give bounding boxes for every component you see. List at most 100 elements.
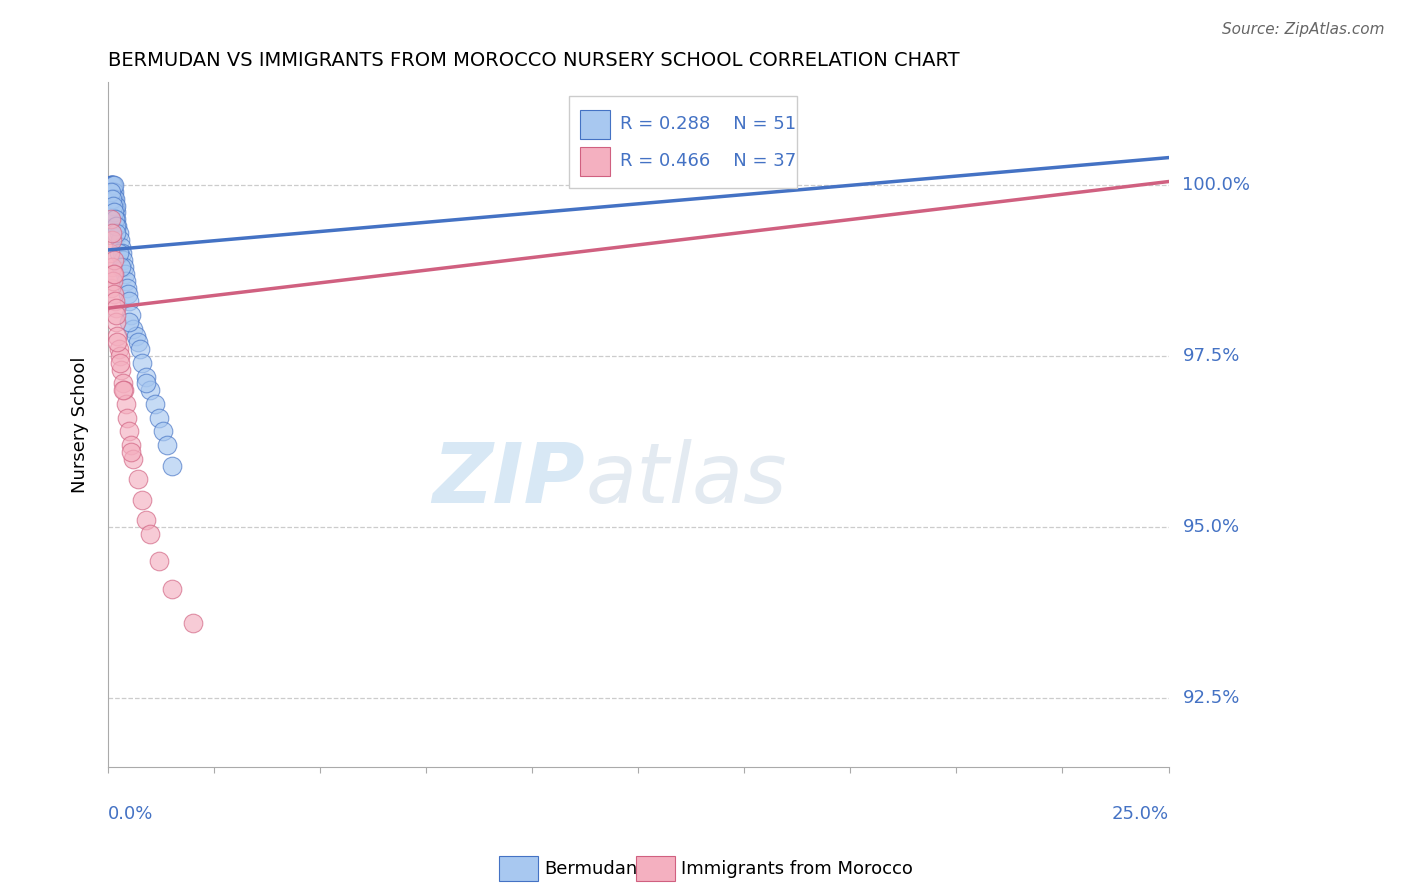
Point: [108, 233, 131, 247]
Point: [110, 362, 132, 376]
Point: [98, 246, 121, 260]
Point: [135, 376, 157, 391]
FancyBboxPatch shape: [579, 111, 610, 139]
Point: [117, 287, 139, 301]
Point: [101, 274, 124, 288]
Point: [104, 192, 127, 206]
Point: [135, 369, 157, 384]
Point: [139, 527, 162, 541]
Point: [107, 246, 129, 260]
Point: [139, 384, 162, 398]
Point: [100, 178, 122, 192]
FancyBboxPatch shape: [579, 147, 610, 176]
Point: [103, 267, 125, 281]
Point: [104, 212, 127, 227]
Point: [181, 615, 204, 630]
Point: [120, 308, 142, 322]
Point: [128, 342, 150, 356]
Point: [115, 410, 138, 425]
Point: [110, 260, 132, 274]
Point: [103, 178, 125, 192]
Point: [131, 356, 153, 370]
Point: [118, 425, 141, 439]
Text: 25.0%: 25.0%: [1111, 805, 1168, 823]
Point: [101, 233, 124, 247]
Point: [112, 260, 135, 274]
Point: [101, 260, 124, 274]
Point: [101, 198, 124, 212]
Point: [110, 246, 132, 260]
Point: [105, 219, 128, 233]
Point: [114, 274, 136, 288]
Point: [127, 472, 149, 486]
Point: [105, 335, 128, 350]
Point: [148, 410, 170, 425]
Point: [127, 335, 149, 350]
Point: [115, 280, 138, 294]
Point: [104, 294, 127, 309]
Text: 100.0%: 100.0%: [1182, 176, 1250, 194]
Text: Immigrants from Morocco: Immigrants from Morocco: [681, 860, 912, 878]
Point: [108, 349, 131, 363]
Point: [111, 384, 134, 398]
Text: R = 0.466    N = 37: R = 0.466 N = 37: [620, 152, 796, 170]
Point: [131, 492, 153, 507]
Point: [101, 178, 124, 192]
Point: [118, 294, 141, 309]
Point: [103, 287, 125, 301]
Point: [143, 397, 166, 411]
Point: [100, 280, 122, 294]
Point: [105, 198, 128, 212]
Text: atlas: atlas: [585, 439, 787, 520]
Point: [100, 185, 122, 199]
Point: [105, 328, 128, 343]
Point: [112, 384, 135, 398]
Point: [114, 397, 136, 411]
Point: [108, 356, 131, 370]
Text: 97.5%: 97.5%: [1182, 347, 1240, 365]
Point: [148, 554, 170, 568]
Point: [103, 185, 125, 199]
FancyBboxPatch shape: [569, 96, 797, 188]
Point: [107, 342, 129, 356]
Text: R = 0.288    N = 51: R = 0.288 N = 51: [620, 115, 796, 133]
Point: [107, 226, 129, 240]
Point: [122, 451, 145, 466]
Point: [98, 192, 121, 206]
Point: [105, 226, 128, 240]
Point: [105, 315, 128, 329]
Point: [101, 192, 124, 206]
Point: [101, 267, 124, 281]
Point: [122, 321, 145, 335]
Text: 0.0%: 0.0%: [108, 805, 153, 823]
Point: [156, 438, 179, 452]
Point: [111, 253, 134, 268]
Text: Source: ZipAtlas.com: Source: ZipAtlas.com: [1222, 22, 1385, 37]
Text: 95.0%: 95.0%: [1182, 518, 1240, 536]
Point: [114, 267, 136, 281]
Y-axis label: Nursery School: Nursery School: [72, 356, 89, 492]
Point: [110, 239, 132, 253]
Text: BERMUDAN VS IMMIGRANTS FROM MOROCCO NURSERY SCHOOL CORRELATION CHART: BERMUDAN VS IMMIGRANTS FROM MOROCCO NURS…: [108, 51, 960, 70]
Point: [118, 315, 141, 329]
Point: [104, 219, 127, 233]
Point: [103, 205, 125, 219]
Point: [100, 212, 122, 227]
Point: [103, 253, 125, 268]
Point: [104, 205, 127, 219]
Point: [120, 438, 142, 452]
Point: [120, 445, 142, 459]
Text: Bermudans: Bermudans: [544, 860, 647, 878]
Point: [101, 178, 124, 192]
Point: [152, 425, 174, 439]
Point: [101, 185, 124, 199]
Point: [111, 376, 134, 391]
Point: [104, 301, 127, 315]
Point: [101, 226, 124, 240]
Point: [135, 513, 157, 527]
Point: [100, 178, 122, 192]
Point: [103, 192, 125, 206]
Point: [104, 308, 127, 322]
Text: ZIP: ZIP: [433, 439, 585, 520]
Point: [160, 582, 183, 596]
